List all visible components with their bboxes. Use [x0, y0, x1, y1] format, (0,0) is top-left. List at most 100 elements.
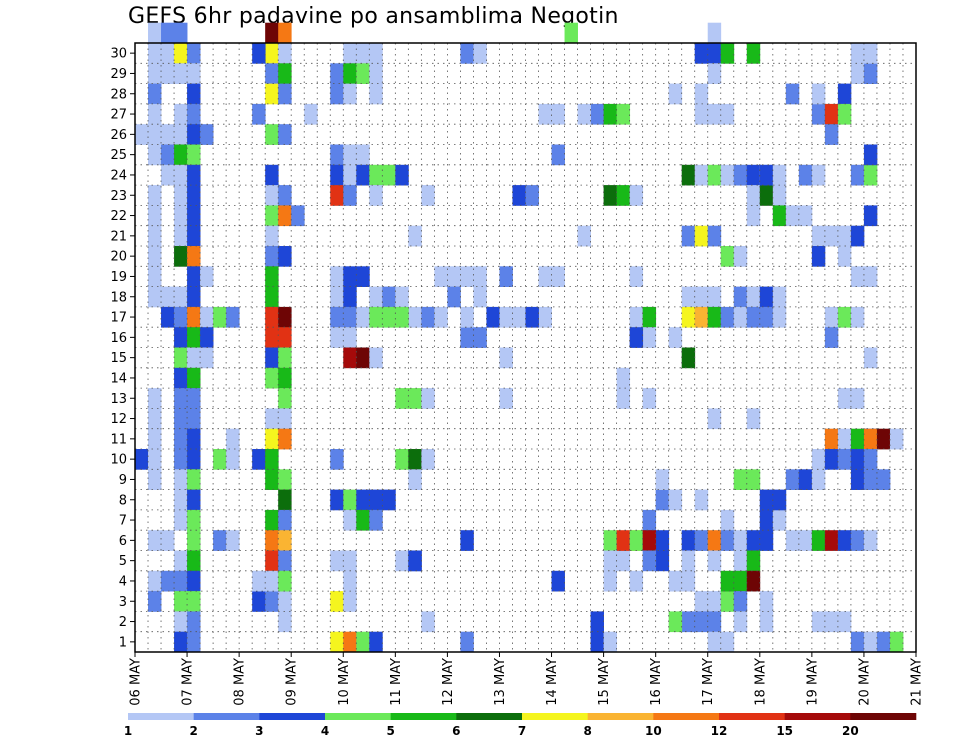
heatmap-cell — [265, 469, 279, 490]
heatmap-cell — [681, 286, 696, 308]
heatmap-cell — [486, 306, 500, 328]
heatmap-cell — [785, 205, 800, 227]
heatmap-cell — [655, 550, 670, 572]
heatmap-cell — [265, 22, 279, 44]
heatmap-cell — [707, 631, 722, 653]
heatmap-cell — [187, 144, 201, 166]
heatmap-cell — [473, 327, 487, 348]
heatmap-cell — [174, 22, 188, 44]
heatmap-cell — [135, 124, 149, 145]
heatmap-cell — [694, 225, 709, 247]
heatmap-cell — [148, 63, 162, 84]
y-tick-label: 30 — [110, 47, 127, 62]
heatmap-cell — [824, 103, 839, 125]
y-tick-label: 25 — [110, 148, 127, 163]
heatmap-cell — [252, 103, 266, 125]
heatmap-cell — [512, 306, 526, 328]
heatmap-cell — [460, 327, 474, 348]
colorbar-segment — [128, 713, 194, 720]
heatmap-cell — [343, 306, 357, 328]
heatmap-cell — [811, 225, 826, 247]
heatmap-cell — [174, 246, 188, 267]
heatmap-cell — [161, 306, 175, 328]
heatmap-cell — [707, 43, 722, 64]
y-axis: 1234567891011121314151617181920212223242… — [110, 47, 135, 650]
colorbar-label: 3 — [255, 724, 263, 738]
heatmap-cell — [798, 530, 813, 551]
heatmap-cell — [187, 225, 201, 247]
plot-frame — [134, 42, 917, 653]
heatmap-cell — [837, 103, 852, 125]
heatmap-cell — [265, 408, 279, 430]
x-tick-label: 18 MAY — [753, 658, 768, 706]
heatmap-cell — [772, 164, 787, 186]
heatmap-cell — [616, 388, 631, 409]
heatmap-cell — [694, 591, 709, 612]
x-axis: 06 MAY 07 MAY 08 MAY 09 MAY 10 MAY 11 MAY 12 M… — [129, 652, 925, 706]
heatmap-cell — [746, 530, 761, 551]
heatmap-cell — [174, 347, 188, 369]
x-tick-label: 08 MAY — [233, 658, 248, 706]
heatmap-cell — [538, 306, 552, 328]
heatmap-cell — [824, 449, 839, 470]
heatmap-cell — [616, 185, 631, 206]
heatmap-cell — [733, 611, 748, 633]
heatmap-cell — [707, 306, 722, 328]
x-tick-label: 17 MAY — [701, 658, 716, 706]
heatmap-cell — [551, 144, 565, 166]
heatmap-cell — [460, 306, 474, 328]
heatmap-cell — [278, 306, 292, 328]
heatmap-cell — [499, 347, 513, 369]
heatmap-cell — [265, 591, 279, 612]
heatmap-cell — [174, 550, 188, 572]
colorbar-label: 20 — [842, 724, 859, 738]
y-tick-label: 27 — [110, 108, 127, 123]
heatmap-cell — [811, 83, 826, 105]
heatmap-cell — [668, 489, 683, 511]
heatmap-cell — [174, 367, 188, 389]
heatmap-cell — [330, 266, 344, 287]
heatmap-cell — [187, 530, 201, 551]
heatmap-cell — [642, 530, 657, 551]
heatmap-cell — [837, 428, 852, 450]
heatmap-cell — [148, 225, 162, 247]
heatmap-cell — [798, 469, 813, 490]
heatmap-cell — [694, 43, 709, 64]
heatmap-cell — [330, 631, 344, 653]
heatmap-cell — [278, 63, 292, 84]
heatmap-cell — [408, 469, 422, 490]
heatmap-cell — [837, 225, 852, 247]
heatmap-cell — [148, 286, 162, 308]
heatmap-cell — [304, 103, 318, 125]
heatmap-cell — [837, 246, 852, 267]
heatmap-cell — [668, 570, 683, 592]
heatmap-cell — [707, 225, 722, 247]
heatmap-cell — [720, 103, 735, 125]
heatmap-cell — [161, 164, 175, 186]
heatmap-cell — [369, 347, 383, 369]
heatmap-cell — [707, 530, 722, 551]
heatmap-cell — [213, 449, 227, 470]
heatmap-cell — [759, 611, 774, 633]
heatmap-cell — [850, 266, 865, 287]
x-tick-label: 09 MAY — [285, 658, 300, 706]
heatmap-cell — [174, 509, 188, 531]
y-tick-label: 2 — [119, 615, 127, 630]
heatmap-cell — [460, 43, 474, 64]
heatmap-cell — [278, 246, 292, 267]
heatmap-cell — [681, 611, 696, 633]
heatmap-cell — [343, 489, 357, 511]
heatmap-cell — [174, 449, 188, 470]
heatmap-cell — [278, 124, 292, 145]
heatmap-cell — [850, 388, 865, 409]
heatmap-cell — [174, 103, 188, 125]
heatmap-cell — [161, 570, 175, 592]
heatmap-cell — [265, 124, 279, 145]
heatmap-cell — [343, 83, 357, 105]
y-tick-label: 29 — [110, 67, 127, 82]
heatmap-cell — [408, 388, 422, 409]
heatmap-cell — [187, 611, 201, 633]
heatmap-cell — [577, 103, 591, 125]
heatmap-cell — [278, 489, 292, 511]
heatmap-cell — [616, 103, 631, 125]
